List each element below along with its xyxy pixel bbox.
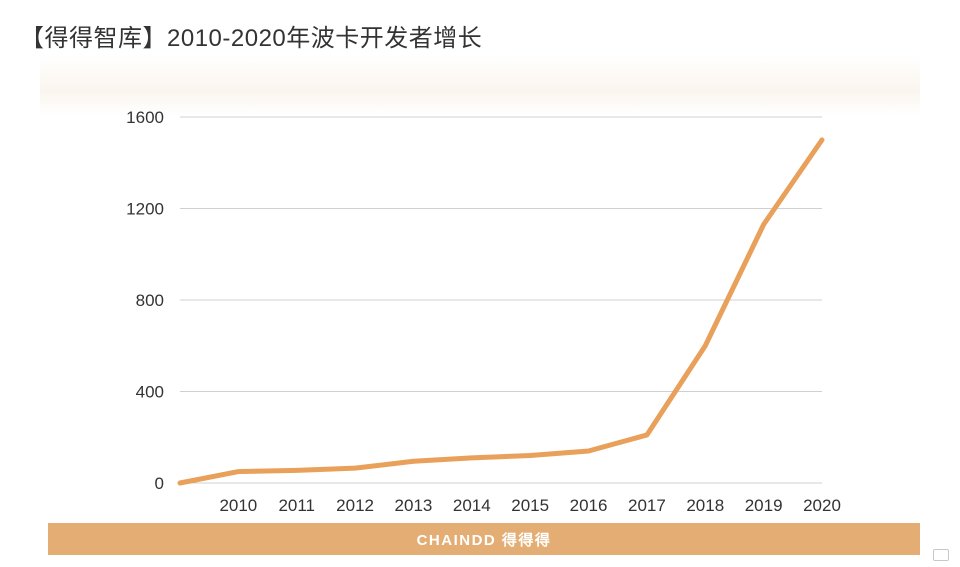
wechat-icon (933, 549, 949, 561)
x-tick-label: 2015 (511, 496, 549, 515)
data-point (763, 224, 765, 226)
x-tick-label: 2019 (745, 496, 783, 515)
y-tick-label: 400 (136, 383, 164, 402)
x-tick-label: 2012 (336, 496, 374, 515)
data-point (529, 455, 531, 457)
data-point (237, 471, 239, 473)
data-point (588, 450, 590, 452)
y-tick-label: 800 (136, 291, 164, 310)
data-point (412, 460, 414, 462)
data-point (354, 467, 356, 469)
y-tick-label: 1200 (126, 200, 164, 219)
data-point (646, 434, 648, 436)
x-tick-label: 2013 (395, 496, 433, 515)
x-tick-label: 2020 (803, 496, 841, 515)
x-tick-label: 2016 (570, 496, 608, 515)
footer-brand: CHAINDD 得得得 (416, 531, 552, 549)
series-line (177, 137, 825, 486)
data-point (296, 469, 298, 471)
background-band (40, 55, 920, 115)
page-title: 【得得智库】2010-2020年波卡开发者增长 (20, 25, 483, 52)
data-point (704, 345, 706, 347)
x-tick-label: 2014 (453, 496, 491, 515)
y-tick-label: 0 (155, 474, 164, 493)
x-tick-label: 2010 (219, 496, 257, 515)
watermark (933, 549, 952, 561)
x-tick-label: 2018 (686, 496, 724, 515)
data-point (821, 139, 823, 141)
x-tick-label: 2011 (278, 496, 315, 515)
x-tick-label: 2017 (628, 496, 666, 515)
data-point (179, 482, 181, 484)
data-point (471, 457, 473, 459)
footer-banner: CHAINDD 得得得 (48, 523, 920, 555)
y-tick-label: 1600 (126, 108, 164, 127)
